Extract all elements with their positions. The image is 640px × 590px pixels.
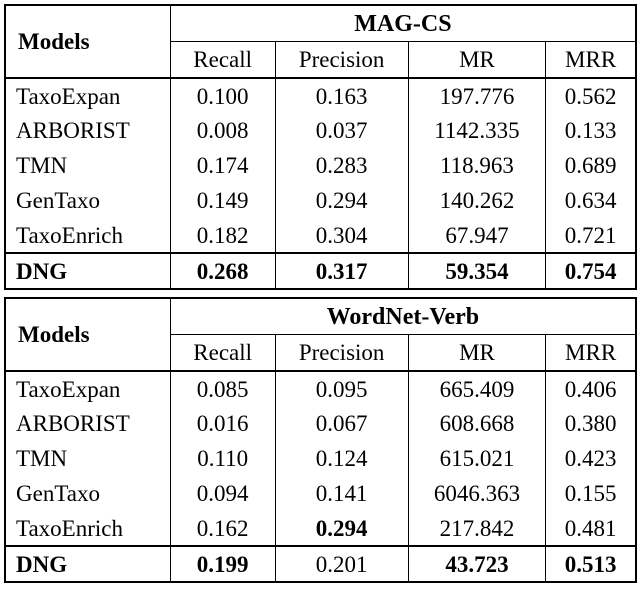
metric-value-cell: 0.294: [274, 511, 409, 546]
metric-value-cell: 0.174: [169, 148, 276, 183]
table-row-dng: DNG 0.268 0.317 59.354 0.754: [4, 252, 637, 289]
table-row: TaxoEnrich 0.162 0.294 217.842 0.481: [4, 511, 637, 546]
metric-value-cell: 0.162: [169, 511, 276, 546]
model-name-cell: DNG: [4, 252, 171, 289]
metric-value-cell: 0.163: [274, 78, 409, 113]
table-row-dng: DNG 0.199 0.201 43.723 0.513: [4, 545, 637, 582]
metric-value-cell: 0.124: [274, 441, 409, 476]
model-name-cell: GenTaxo: [4, 476, 171, 511]
column-header-recall: Recall: [169, 334, 276, 372]
column-header-mrr: MRR: [545, 41, 637, 79]
metric-value-cell: 0.008: [169, 113, 276, 148]
metric-value-cell: 0.100: [169, 78, 276, 113]
metric-value-cell: 615.021: [407, 441, 547, 476]
table-row: ARBORIST 0.008 0.037 1142.335 0.133: [4, 113, 637, 148]
metric-value-cell: 0.380: [545, 406, 637, 441]
metric-value-cell: 0.721: [545, 218, 637, 253]
model-name-cell: TaxoExpan: [4, 78, 171, 113]
metric-value-cell: 0.423: [545, 441, 637, 476]
dataset-title: MAG-CS: [169, 5, 637, 42]
metric-value-cell: 0.481: [545, 511, 637, 546]
metric-value-cell: 197.776: [407, 78, 547, 113]
column-header-mr: MR: [407, 41, 547, 79]
metric-value-cell: 140.262: [407, 183, 547, 218]
metric-value-cell: 59.354: [407, 252, 547, 289]
metric-value-cell: 0.406: [545, 371, 637, 406]
table-row: TaxoExpan 0.085 0.095 665.409 0.406: [4, 371, 637, 406]
metric-value-cell: 0.562: [545, 78, 637, 113]
metric-value-cell: 0.513: [545, 545, 637, 582]
table-row: TMN 0.174 0.283 118.963 0.689: [4, 148, 637, 183]
metric-value-cell: 665.409: [407, 371, 547, 406]
metric-value-cell: 0.110: [169, 441, 276, 476]
dataset-title: WordNet-Verb: [169, 298, 637, 335]
metric-value-cell: 0.094: [169, 476, 276, 511]
metric-value-cell: 43.723: [407, 545, 547, 582]
metric-value-cell: 0.201: [274, 545, 409, 582]
model-name-cell: ARBORIST: [4, 406, 171, 441]
dataset-header-row: Models WordNet-Verb: [4, 298, 637, 372]
table-row: TaxoExpan 0.100 0.163 197.776 0.562: [4, 78, 637, 113]
metric-value-cell: 118.963: [407, 148, 547, 183]
metric-value-cell: 0.155: [545, 476, 637, 511]
model-name-cell: TaxoEnrich: [4, 511, 171, 546]
dataset-header-row: Models MAG-CS: [4, 5, 637, 79]
metric-value-cell: 0.634: [545, 183, 637, 218]
metric-value-cell: 0.754: [545, 252, 637, 289]
model-name-cell: TaxoExpan: [4, 371, 171, 406]
model-name-cell: DNG: [4, 545, 171, 582]
models-column-header: Models: [4, 5, 171, 79]
metric-value-cell: 0.037: [274, 113, 409, 148]
metric-value-cell: 0.067: [274, 406, 409, 441]
results-table-mag-cs: Models MAG-CS Recall Precision MR MRR Ta…: [4, 4, 637, 290]
column-header-precision: Precision: [274, 334, 409, 372]
models-column-header: Models: [4, 298, 171, 372]
metric-value-cell: 67.947: [407, 218, 547, 253]
model-name-cell: GenTaxo: [4, 183, 171, 218]
column-header-precision: Precision: [274, 41, 409, 79]
model-name-cell: TMN: [4, 441, 171, 476]
metric-value-cell: 0.085: [169, 371, 276, 406]
metric-value-cell: 0.283: [274, 148, 409, 183]
metric-header-row: Recall Precision MR MRR: [5, 334, 637, 372]
metric-value-cell: 0.199: [169, 545, 276, 582]
model-name-cell: ARBORIST: [4, 113, 171, 148]
metric-value-cell: 0.133: [545, 113, 637, 148]
column-header-mr: MR: [407, 334, 547, 372]
table-row: ARBORIST 0.016 0.067 608.668 0.380: [4, 406, 637, 441]
model-name-cell: TaxoEnrich: [4, 218, 171, 253]
metric-value-cell: 0.304: [274, 218, 409, 253]
metric-value-cell: 0.182: [169, 218, 276, 253]
metric-value-cell: 0.689: [545, 148, 637, 183]
table-row: GenTaxo 0.094 0.141 6046.363 0.155: [4, 476, 637, 511]
table-row: TaxoEnrich 0.182 0.304 67.947 0.721: [4, 218, 637, 253]
results-table-wordnet-verb: Models WordNet-Verb Recall Precision MR …: [4, 297, 637, 583]
metric-value-cell: 217.842: [407, 511, 547, 546]
table-row: GenTaxo 0.149 0.294 140.262 0.634: [4, 183, 637, 218]
column-header-recall: Recall: [169, 41, 276, 79]
metric-value-cell: 1142.335: [407, 113, 547, 148]
metric-value-cell: 0.317: [274, 252, 409, 289]
metric-value-cell: 0.294: [274, 183, 409, 218]
metric-value-cell: 0.268: [169, 252, 276, 289]
column-header-mrr: MRR: [545, 334, 637, 372]
metric-value-cell: 0.149: [169, 183, 276, 218]
metric-value-cell: 6046.363: [407, 476, 547, 511]
metric-value-cell: 0.095: [274, 371, 409, 406]
metric-value-cell: 0.016: [169, 406, 276, 441]
metric-value-cell: 0.141: [274, 476, 409, 511]
table-row: TMN 0.110 0.124 615.021 0.423: [4, 441, 637, 476]
model-name-cell: TMN: [4, 148, 171, 183]
metric-header-row: Recall Precision MR MRR: [5, 41, 637, 79]
metric-value-cell: 608.668: [407, 406, 547, 441]
